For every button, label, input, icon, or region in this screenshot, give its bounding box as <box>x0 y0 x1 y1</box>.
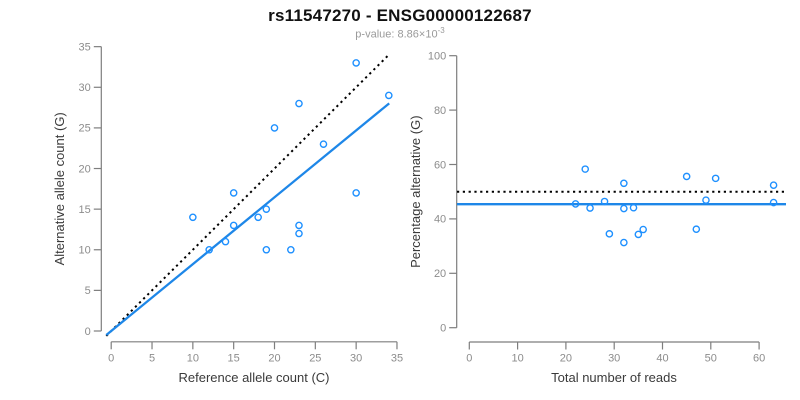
data-point <box>586 204 594 212</box>
y-axis-label: Alternative allele count (G) <box>52 112 67 265</box>
x-tick-label: 10 <box>511 353 523 365</box>
data-point <box>634 230 643 239</box>
left-plot: 0 5 10 15 20 25 30 35 0 5 10 15 20 25 30 35 Reference al… <box>52 41 403 385</box>
data-point <box>352 59 360 67</box>
data-point <box>221 237 230 246</box>
x-tick-label: 0 <box>466 353 472 365</box>
y-tick-label: 20 <box>79 163 91 175</box>
x-tick-label: 50 <box>705 353 717 365</box>
data-point <box>229 189 238 197</box>
data-points <box>571 165 778 247</box>
x-tick-label: 60 <box>753 353 765 365</box>
data-point <box>581 165 590 173</box>
right-plot: 0 20 40 60 80 100 0 10 20 30 40 50 60 Total number of… <box>408 51 786 385</box>
y-tick-label: 0 <box>440 323 446 335</box>
data-point <box>769 198 778 207</box>
data-point <box>295 99 303 108</box>
x-tick-label: 35 <box>391 352 403 364</box>
data-point <box>629 203 638 212</box>
x-tick-label: 5 <box>149 352 155 364</box>
y-tick-label: 80 <box>434 105 446 117</box>
data-point <box>600 197 609 206</box>
x-tick-label: 20 <box>268 352 280 364</box>
data-point <box>620 238 628 247</box>
y-tick-label: 15 <box>79 204 91 216</box>
x-axis-label: Total number of reads <box>551 370 677 385</box>
y-tick-label: 25 <box>79 123 91 135</box>
identity-line <box>105 53 390 337</box>
x-tick-label: 0 <box>108 352 114 364</box>
y-tick-label: 0 <box>85 326 91 338</box>
data-point <box>571 200 580 208</box>
x-tick-label: 15 <box>228 352 240 364</box>
data-point <box>229 221 238 230</box>
y-tick-label: 30 <box>79 82 91 94</box>
x-tick-label: 30 <box>350 352 362 364</box>
data-point <box>620 179 628 188</box>
y-tick-label: 35 <box>79 41 91 53</box>
figure-subtitle: p-value: 8.86×10-3 <box>0 26 800 41</box>
figure-title: rs11547270 - ENSG00000122687 <box>268 6 532 25</box>
data-point <box>620 204 628 213</box>
data-point <box>205 245 213 254</box>
data-point <box>319 140 328 148</box>
data-point <box>352 189 360 197</box>
data-point <box>254 213 262 222</box>
data-point <box>605 230 614 238</box>
data-point <box>711 174 720 183</box>
data-point <box>262 245 271 254</box>
data-point <box>682 172 691 181</box>
data-points <box>189 59 393 254</box>
y-tick-label: 100 <box>428 51 446 63</box>
y-tick-label: 40 <box>434 214 446 226</box>
data-point <box>270 124 279 132</box>
data-point <box>702 196 710 204</box>
x-tick-label: 40 <box>656 353 668 365</box>
x-tick-label: 20 <box>560 353 572 365</box>
x-axis-label: Reference allele count (C) <box>178 370 329 385</box>
data-point <box>639 225 647 234</box>
y-axis-label: Percentage alternative (G) <box>408 115 423 267</box>
data-point <box>287 245 295 254</box>
x-tick-label: 25 <box>309 352 321 364</box>
data-point <box>262 205 271 213</box>
y-tick-label: 10 <box>79 245 91 257</box>
y-tick-label: 5 <box>85 285 91 297</box>
data-point <box>769 181 778 189</box>
y-tick-label: 20 <box>434 268 446 280</box>
x-tick-label: 30 <box>608 353 620 365</box>
data-point <box>295 221 303 230</box>
x-tick-label: 10 <box>187 352 199 364</box>
data-point <box>385 91 393 100</box>
fit-line <box>105 102 390 336</box>
p-value-exponent: -3 <box>437 26 445 35</box>
p-value-text: p-value: 8.86×10 <box>355 28 438 41</box>
data-point <box>692 225 701 234</box>
data-point <box>189 213 197 222</box>
y-tick-label: 60 <box>434 159 446 171</box>
data-point <box>295 229 303 238</box>
